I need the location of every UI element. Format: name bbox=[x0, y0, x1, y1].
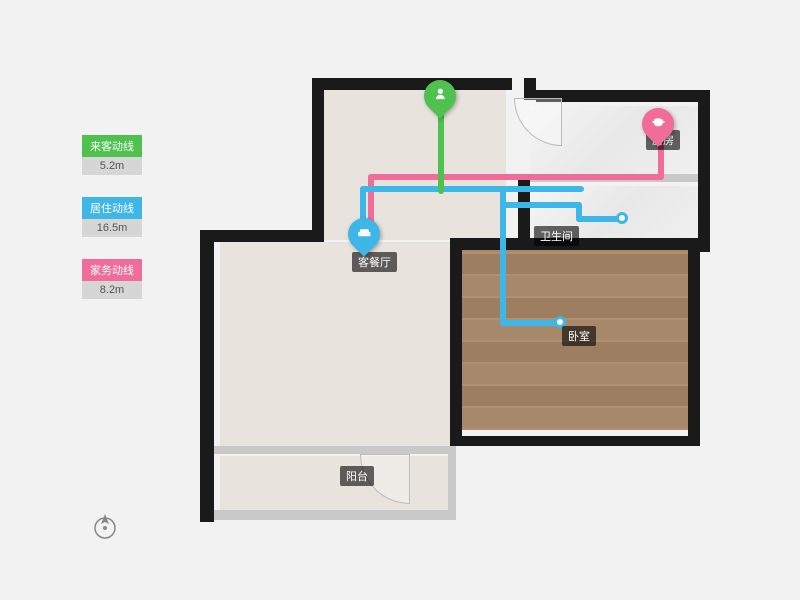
wall-light bbox=[208, 510, 456, 520]
path-node-living bbox=[616, 212, 628, 224]
path-living bbox=[500, 320, 560, 326]
legend-item-housework: 家务动线 8.2m bbox=[82, 259, 142, 299]
wall bbox=[312, 78, 512, 90]
legend-label-housework: 家务动线 bbox=[82, 259, 142, 281]
sofa-icon bbox=[357, 225, 371, 244]
legend-label-guest: 来客动线 bbox=[82, 135, 142, 157]
legend-item-guest: 来客动线 5.2m bbox=[82, 135, 142, 175]
legend-item-living: 居住动线 16.5m bbox=[82, 197, 142, 237]
room-label-bathroom: 卫生间 bbox=[534, 226, 579, 246]
person-icon bbox=[433, 87, 447, 106]
wall bbox=[312, 78, 324, 238]
wall-light bbox=[200, 446, 456, 454]
room-label-balcony: 阳台 bbox=[340, 466, 374, 486]
path-housework bbox=[368, 174, 664, 180]
path-living bbox=[500, 202, 582, 208]
marker-living_marker bbox=[348, 218, 380, 260]
pot-icon bbox=[651, 115, 665, 134]
wall bbox=[698, 102, 710, 252]
room-balcony bbox=[220, 456, 450, 512]
wall bbox=[200, 230, 324, 242]
room-living_dining bbox=[220, 242, 450, 448]
floorplan-canvas: 厨房卫生间客餐厅卧室阳台 bbox=[200, 78, 720, 536]
wall bbox=[524, 78, 536, 100]
wall bbox=[450, 238, 462, 446]
path-living bbox=[360, 186, 584, 192]
legend-value-guest: 5.2m bbox=[82, 157, 142, 175]
wall bbox=[688, 250, 700, 440]
wall bbox=[450, 436, 700, 446]
compass-icon bbox=[90, 510, 120, 540]
legend-label-living: 居住动线 bbox=[82, 197, 142, 219]
legend-value-housework: 8.2m bbox=[82, 281, 142, 299]
door-arc bbox=[514, 98, 562, 146]
room-label-bedroom: 卧室 bbox=[562, 326, 596, 346]
legend-panel: 来客动线 5.2m 居住动线 16.5m 家务动线 8.2m bbox=[82, 135, 142, 321]
wall bbox=[200, 242, 214, 522]
marker-kitchen_marker bbox=[642, 108, 674, 150]
marker-entry bbox=[424, 80, 456, 122]
legend-value-living: 16.5m bbox=[82, 219, 142, 237]
wall-light bbox=[448, 446, 456, 520]
wall bbox=[536, 90, 710, 102]
